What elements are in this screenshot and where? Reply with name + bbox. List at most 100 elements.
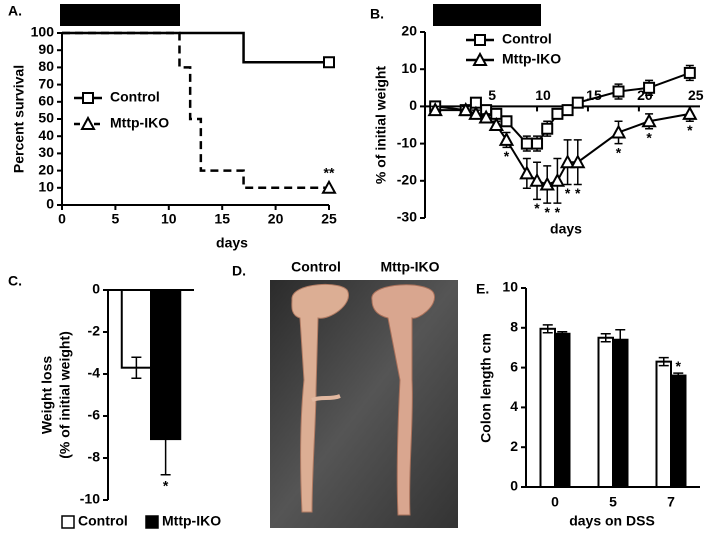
significance: * — [534, 200, 540, 216]
marker — [458, 102, 474, 117]
survival-line — [62, 31, 329, 190]
significance: * — [616, 144, 622, 160]
marker — [571, 96, 584, 109]
x-axis-label: days — [550, 221, 582, 237]
error-bar — [615, 329, 626, 351]
y-tick-label: -6 — [88, 407, 101, 423]
y-tick-label: 0 — [46, 196, 54, 212]
y-tick-label: 30 — [38, 144, 54, 160]
error-bar — [160, 402, 171, 476]
y-tick-label: 0 — [409, 97, 417, 113]
error-bar — [557, 331, 568, 337]
y-tick-label: 40 — [38, 127, 54, 143]
x-tick-label: 7 — [667, 494, 675, 510]
x-tick-label: 0 — [58, 211, 66, 227]
marker — [531, 137, 544, 150]
x-tick-label: 5 — [488, 87, 496, 103]
legend-marker — [472, 51, 488, 66]
x-axis-label: days — [216, 235, 248, 251]
x-tick-label: 5 — [112, 211, 120, 227]
y-axis-label: Percent survival — [11, 65, 27, 173]
banner — [433, 4, 541, 26]
y-tick-label: 100 — [31, 24, 55, 40]
bar — [554, 332, 571, 488]
x-tick-label: 5 — [609, 494, 617, 510]
legend-swatch — [145, 515, 159, 529]
marker — [427, 102, 443, 117]
y-tick-label: 60 — [38, 93, 54, 109]
significance: * — [565, 185, 571, 201]
legend-label: Control — [110, 89, 160, 105]
marker — [498, 131, 515, 146]
panel-label: C. — [8, 273, 22, 289]
x-tick-label: 0 — [551, 494, 559, 510]
marker — [610, 124, 627, 139]
bar — [597, 336, 614, 488]
panel-label: E. — [476, 281, 489, 297]
legend-swatch — [61, 515, 75, 529]
significance: * — [504, 148, 510, 164]
marker — [541, 122, 554, 135]
photo-label: Mttp-IKO — [380, 259, 439, 275]
error-bar — [542, 324, 553, 334]
marker — [559, 154, 576, 169]
error-bar — [131, 356, 142, 379]
panel-label: B. — [370, 6, 384, 22]
marker — [561, 104, 574, 117]
marker — [683, 66, 696, 79]
marker — [643, 81, 656, 94]
legend-label: Mttp-IKO — [502, 51, 561, 67]
y-axis-label: (% of initial weight) — [57, 331, 73, 459]
marker — [682, 105, 698, 120]
marker — [488, 116, 504, 131]
y-tick-label: 80 — [38, 58, 54, 74]
significance: * — [687, 122, 693, 138]
error-bar — [673, 372, 684, 379]
banner — [60, 4, 180, 26]
photo-panel — [270, 280, 458, 528]
marker — [529, 172, 545, 187]
marker — [641, 113, 657, 128]
colon-control — [291, 283, 349, 513]
significance: * — [646, 129, 652, 145]
panel-label: D. — [232, 263, 246, 279]
tissue — [311, 394, 341, 402]
y-tick-label: 0 — [510, 478, 518, 494]
y-tick-label: 4 — [510, 398, 518, 414]
y-tick-label: -4 — [88, 365, 101, 381]
colon-mttp — [371, 284, 435, 516]
y-tick-label: 50 — [38, 110, 54, 126]
y-axis-label: Colon length cm — [478, 333, 494, 443]
marker — [612, 85, 625, 98]
y-tick-label: 2 — [510, 438, 518, 454]
legend-marker — [80, 115, 96, 130]
marker — [570, 154, 586, 169]
marker — [321, 179, 337, 194]
bar — [539, 327, 556, 489]
marker — [520, 137, 533, 150]
legend-label: Control — [78, 513, 128, 529]
y-axis-label: Weight loss — [39, 356, 55, 435]
significance: ** — [324, 165, 335, 181]
y-tick-label: 90 — [38, 41, 54, 57]
y-tick-label: 10 — [502, 279, 518, 295]
y-tick-label: -30 — [397, 209, 417, 225]
y-tick-label: 10 — [401, 60, 417, 76]
x-tick-label: 10 — [161, 211, 177, 227]
bar — [612, 338, 629, 488]
x-axis-label: days on DSS — [569, 513, 655, 529]
marker — [551, 107, 564, 120]
error-bar — [600, 333, 611, 343]
y-tick-label: 20 — [401, 23, 417, 39]
banner-text: 2.5%DSS — [90, 7, 151, 23]
significance: * — [555, 204, 561, 220]
marker — [468, 105, 484, 120]
y-tick-label: 10 — [38, 179, 54, 195]
significance: * — [544, 204, 550, 220]
y-tick-label: 0 — [92, 281, 100, 297]
y-tick-label: 70 — [38, 75, 54, 91]
significance: * — [163, 478, 169, 494]
legend-marker — [474, 34, 486, 46]
banner-text: 2.5%DSS — [457, 7, 518, 23]
